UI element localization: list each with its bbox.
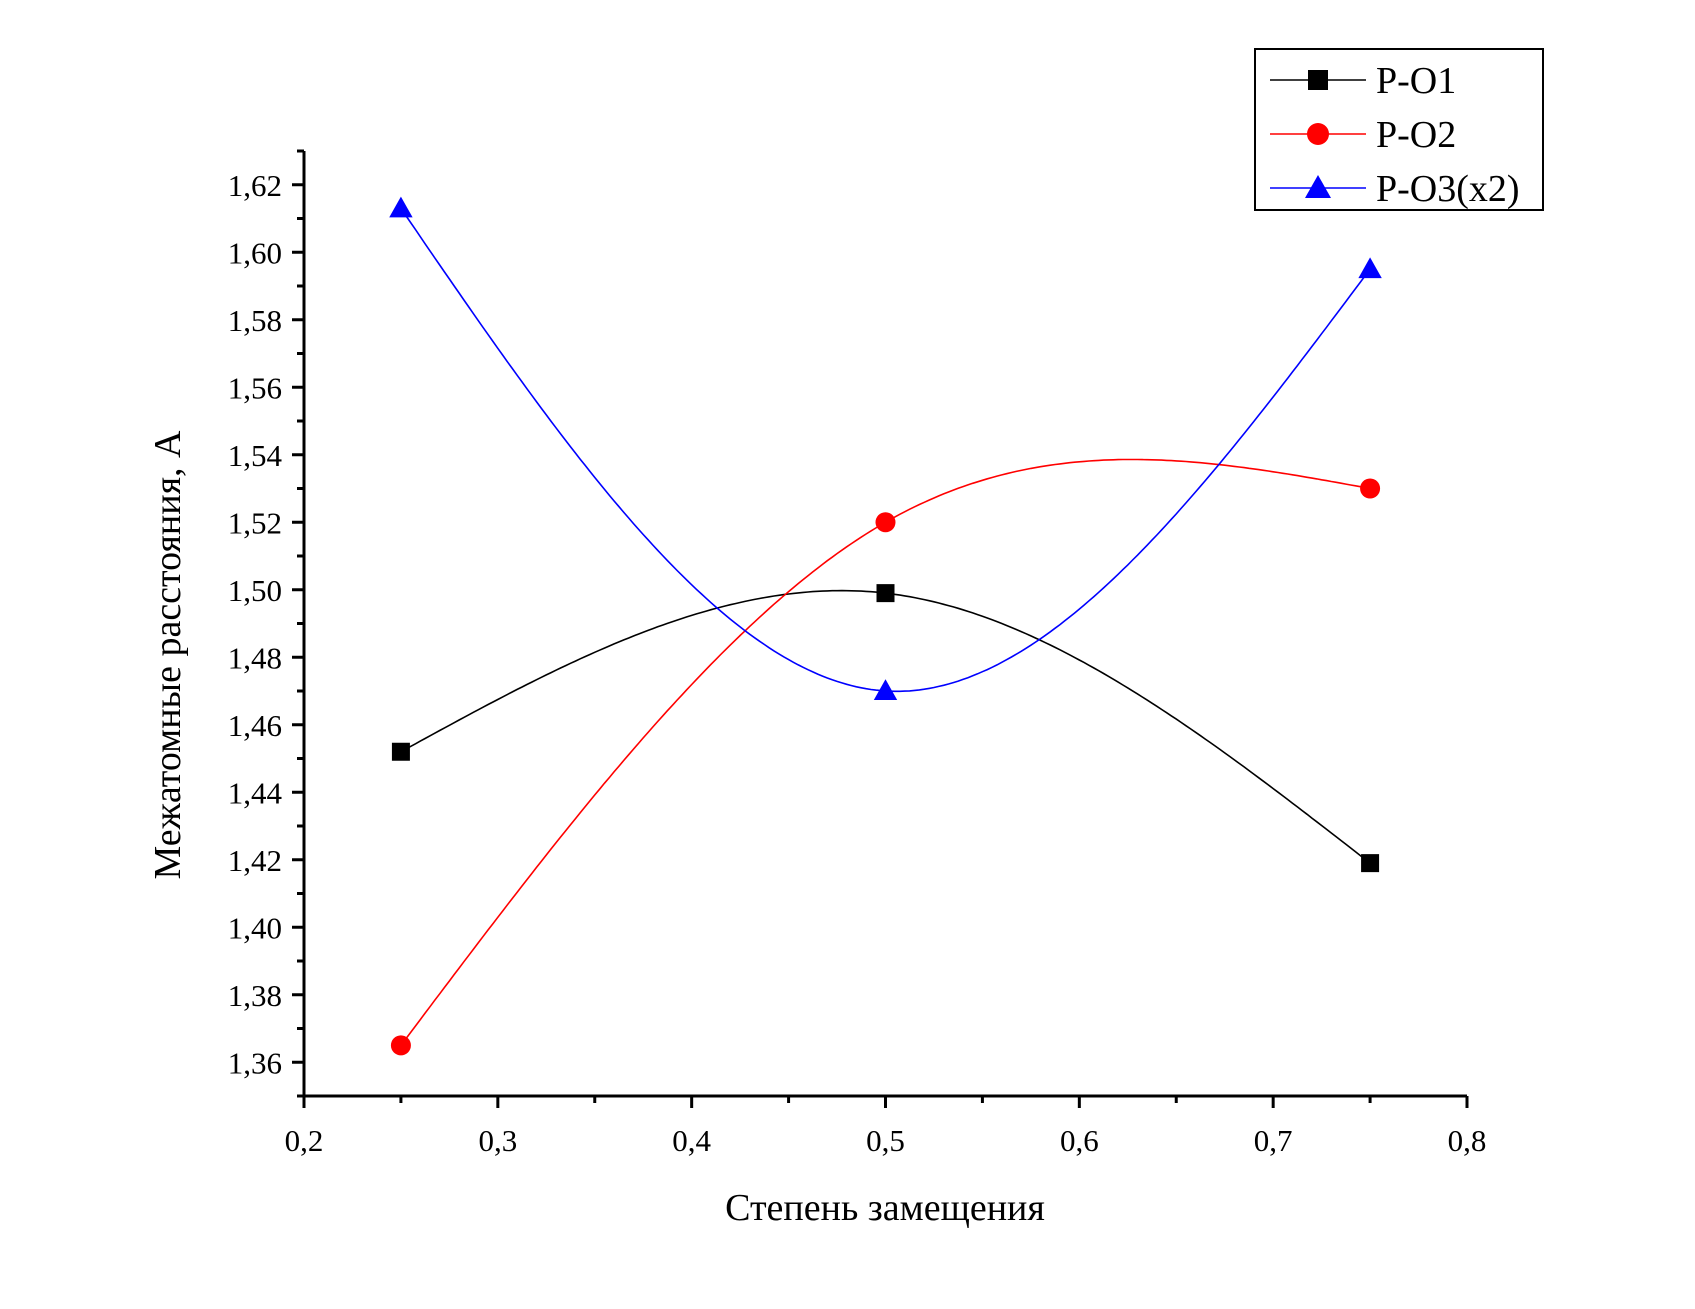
x-tick-label: 0,7 [1254,1123,1293,1158]
legend-item: P-O2 [1270,114,1456,156]
legend-item: P-O1 [1270,60,1456,102]
y-axis-label: Межатомные расстояния, А [147,430,189,880]
y-tick-label: 1,60 [228,235,282,270]
y-tick-label: 1,58 [228,303,282,338]
y-tick-label: 1,42 [228,843,282,878]
series-p-o1 [391,584,1380,873]
x-tick-label: 0,2 [285,1123,324,1158]
circle-marker [1360,478,1381,499]
legend-label: P-O3(x2) [1376,168,1520,210]
y-tick-label: 1,62 [228,168,282,203]
series-line [400,207,1371,693]
x-axis-label: Степень замещения [725,1187,1045,1229]
circle-marker [875,512,896,533]
square-marker [1308,70,1328,90]
series-p-o3-x2- [389,196,1382,700]
legend-label: P-O2 [1376,114,1456,156]
triangle-marker [873,679,898,700]
x-tick-label: 0,4 [672,1123,711,1158]
y-tick-label: 1,54 [228,438,283,473]
triangle-marker [1358,257,1382,279]
x-tick-label: 0,6 [1060,1123,1099,1158]
legend: P-O1 P-O2 P-O3(x2) [1254,48,1544,211]
y-tick-label: 1,46 [228,708,282,743]
y-tick-label: 1,40 [228,910,282,945]
y-tick-label: 1,56 [228,370,282,405]
series-line [400,589,1371,864]
x-tick-label: 0,3 [478,1123,517,1158]
square-marker [391,742,410,761]
y-tick-label: 1,48 [228,640,282,675]
legend-item: P-O3(x2) [1270,168,1520,210]
y-tick-label: 1,36 [228,1045,282,1080]
y-tick-label: 1,52 [228,505,282,540]
triangle-marker [389,196,413,218]
square-marker [1361,854,1380,873]
y-tick-label: 1,44 [228,775,283,810]
square-marker [876,584,895,603]
triangle-marker [1305,175,1331,198]
series-group [389,196,1382,1056]
circle-marker [390,1035,411,1056]
circle-marker [1307,123,1329,145]
y-tick-label: 1,38 [228,978,282,1013]
series-p-o2 [390,458,1381,1056]
x-tick-label: 0,5 [866,1123,905,1158]
y-tick-label: 1,50 [228,573,282,608]
legend-label: P-O1 [1376,60,1456,102]
x-tick-label: 0,8 [1448,1123,1487,1158]
legend-box [1254,48,1544,211]
axes: 1,36 1,38 1,40 1,42 1,44 1,46 1,48 1,50 1,52 1,54… [228,149,1487,1158]
